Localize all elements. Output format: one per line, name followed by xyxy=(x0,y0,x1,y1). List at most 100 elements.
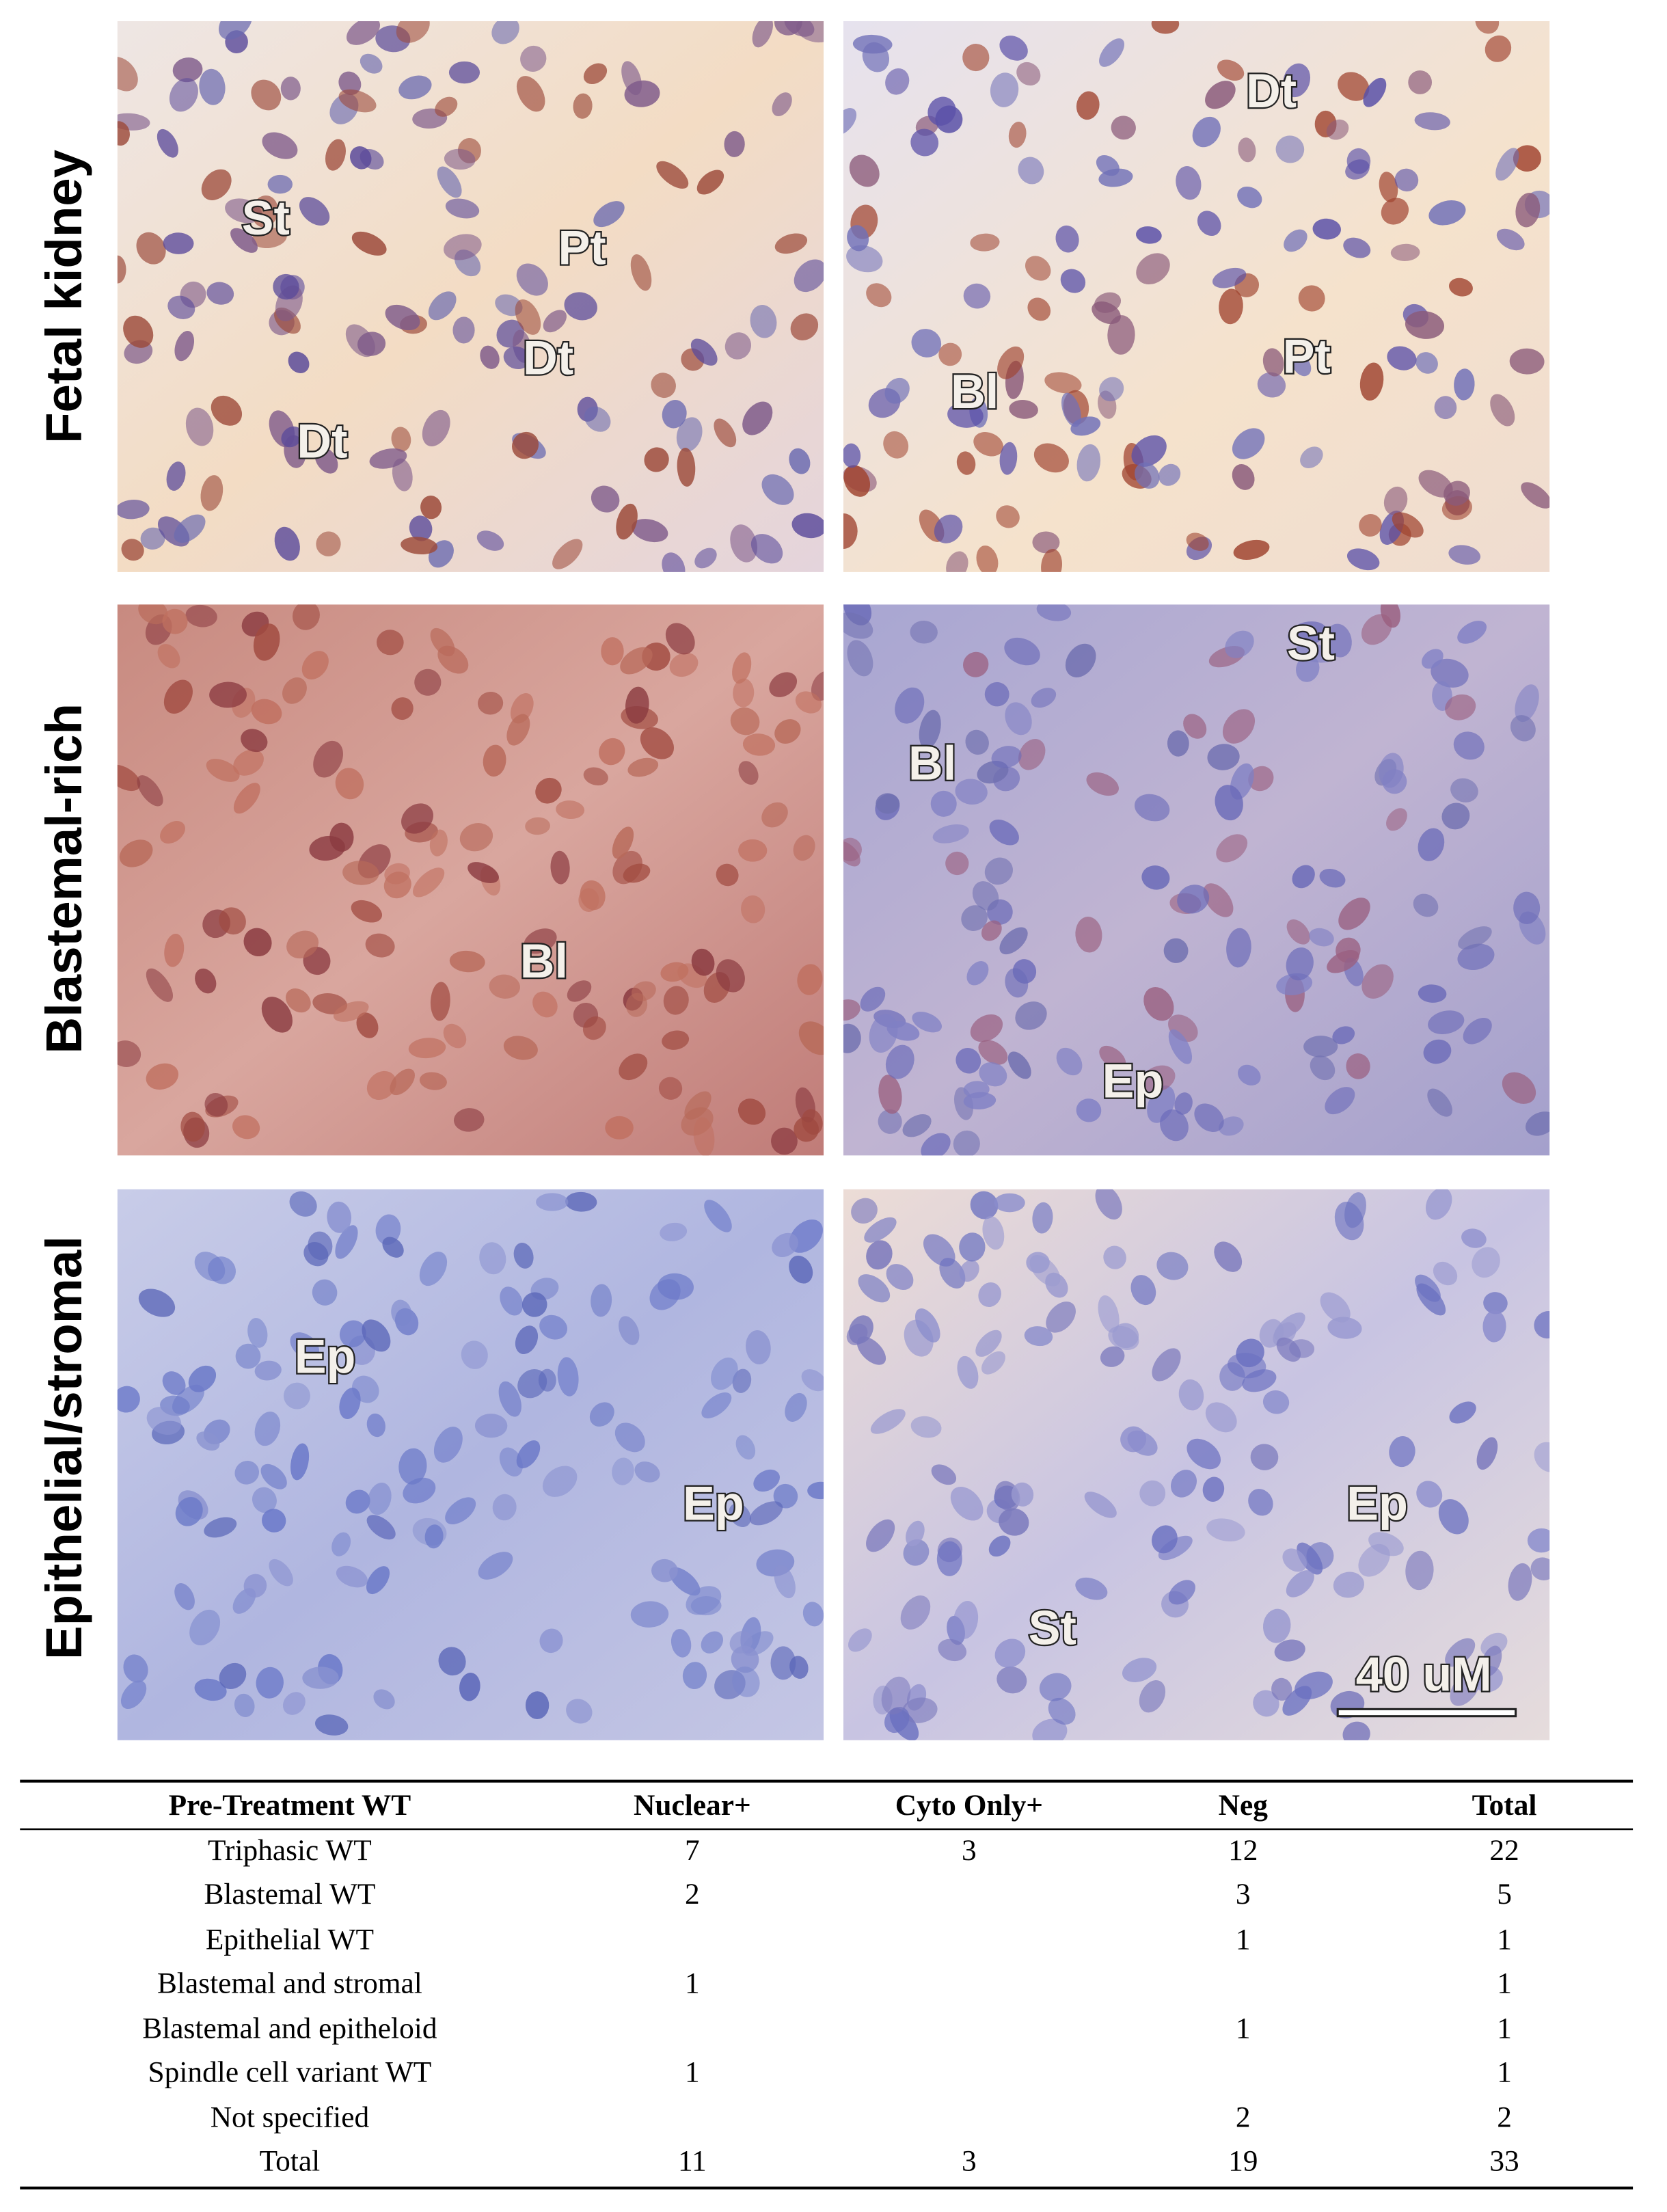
nucleus xyxy=(1425,1189,1452,1220)
nucleus xyxy=(978,1040,1008,1065)
nucleus xyxy=(662,1030,690,1050)
nucleus xyxy=(990,72,1019,107)
nucleus xyxy=(730,707,760,736)
nucleus xyxy=(1141,1065,1176,1092)
nucleus xyxy=(188,1365,217,1392)
nucleus xyxy=(117,121,130,146)
nucleus xyxy=(910,620,938,644)
nucleus xyxy=(693,1117,715,1156)
micrograph: Bl xyxy=(117,604,824,1156)
nucleus xyxy=(219,907,246,935)
nucleus xyxy=(398,1448,427,1485)
nucleus xyxy=(584,406,611,432)
nucleus xyxy=(452,316,475,344)
nucleus xyxy=(516,263,548,296)
nucleus xyxy=(883,431,909,459)
nucleus xyxy=(1476,1437,1498,1470)
nucleus xyxy=(885,68,910,95)
nucleus xyxy=(753,1469,780,1492)
nucleus xyxy=(785,1392,807,1422)
nucleus xyxy=(146,1063,179,1090)
micrograph: St Pt Dt Dt xyxy=(117,21,824,572)
nucleus xyxy=(1219,1116,1244,1136)
nucleus xyxy=(982,1215,1005,1250)
nucleus xyxy=(927,96,956,126)
nucleus xyxy=(644,447,669,472)
nucleus xyxy=(163,232,194,254)
nucleus xyxy=(1033,443,1069,473)
nuclei xyxy=(843,21,1550,572)
nucleus xyxy=(994,1193,1025,1213)
nucleus xyxy=(1416,1481,1443,1508)
nucleus xyxy=(1183,714,1207,739)
nucleus xyxy=(384,863,410,885)
micrograph: Ep Ep xyxy=(117,1189,824,1740)
nucleus xyxy=(930,790,957,817)
nucleus xyxy=(724,131,745,157)
nucleus xyxy=(123,315,154,348)
table-cell: 1 xyxy=(1497,1967,1512,1999)
nucleus xyxy=(752,21,773,48)
nucleus xyxy=(932,824,969,844)
nucleus xyxy=(1338,898,1370,930)
nucleus xyxy=(166,461,186,491)
micrograph: St Bl Ep xyxy=(843,604,1550,1156)
table-cell: 5 xyxy=(1497,1878,1512,1911)
nucleus xyxy=(802,1602,824,1627)
nuclei xyxy=(843,604,1550,1156)
nucleus xyxy=(769,672,798,697)
nucleus xyxy=(884,377,910,404)
nucleus xyxy=(1168,1580,1195,1605)
nucleus xyxy=(367,1482,392,1515)
tissue-label: Bl xyxy=(951,364,999,418)
nucleus xyxy=(994,1638,1026,1668)
nucleus xyxy=(499,1447,523,1477)
nucleus xyxy=(846,245,883,273)
tissue-label: St xyxy=(1029,1600,1076,1654)
nucleus xyxy=(881,1676,911,1715)
nucleus xyxy=(313,740,343,778)
nucleus xyxy=(329,822,354,852)
nucleus xyxy=(885,1044,914,1079)
nucleus xyxy=(1060,269,1086,293)
nucleus xyxy=(539,1314,568,1340)
nucleus xyxy=(1461,1228,1487,1248)
tissue-label: Bl xyxy=(908,736,956,790)
nucleus xyxy=(651,1559,678,1582)
nucleus xyxy=(262,1509,286,1533)
nucleus xyxy=(1292,865,1315,889)
nucleus xyxy=(1135,462,1160,489)
nucleus xyxy=(185,604,217,628)
table-cell: 3 xyxy=(962,1834,977,1867)
nucleus xyxy=(289,1191,317,1217)
nucleus xyxy=(1130,1275,1156,1306)
nucleus xyxy=(1472,1247,1500,1278)
nucleus xyxy=(1167,730,1189,757)
nucleus xyxy=(1257,372,1286,398)
nucleus xyxy=(536,1193,569,1211)
nucleus xyxy=(1502,1072,1536,1104)
nucleus xyxy=(1084,1492,1117,1518)
nucleus xyxy=(1320,1292,1351,1323)
nucleus xyxy=(999,1508,1029,1536)
nucleus xyxy=(737,1098,766,1125)
nucleus xyxy=(895,687,925,724)
nucleus xyxy=(1134,794,1170,822)
nucleus xyxy=(790,313,819,341)
nucleus xyxy=(1076,1098,1102,1122)
table-cell: 19 xyxy=(1228,2145,1258,2178)
nucleus xyxy=(185,407,214,446)
nucleus xyxy=(1163,938,1189,963)
nucleus xyxy=(864,1217,897,1243)
nucleus xyxy=(801,1109,823,1135)
nucleus xyxy=(1008,122,1027,148)
nucleus xyxy=(1061,392,1081,427)
nucleus xyxy=(211,395,243,426)
nucleus xyxy=(1238,137,1256,163)
nucleus xyxy=(976,545,999,572)
nucleus xyxy=(630,254,652,291)
nucleus xyxy=(448,61,480,84)
nucleus xyxy=(843,1023,861,1053)
nucleus xyxy=(1485,35,1512,62)
nucleus xyxy=(1289,1339,1315,1358)
